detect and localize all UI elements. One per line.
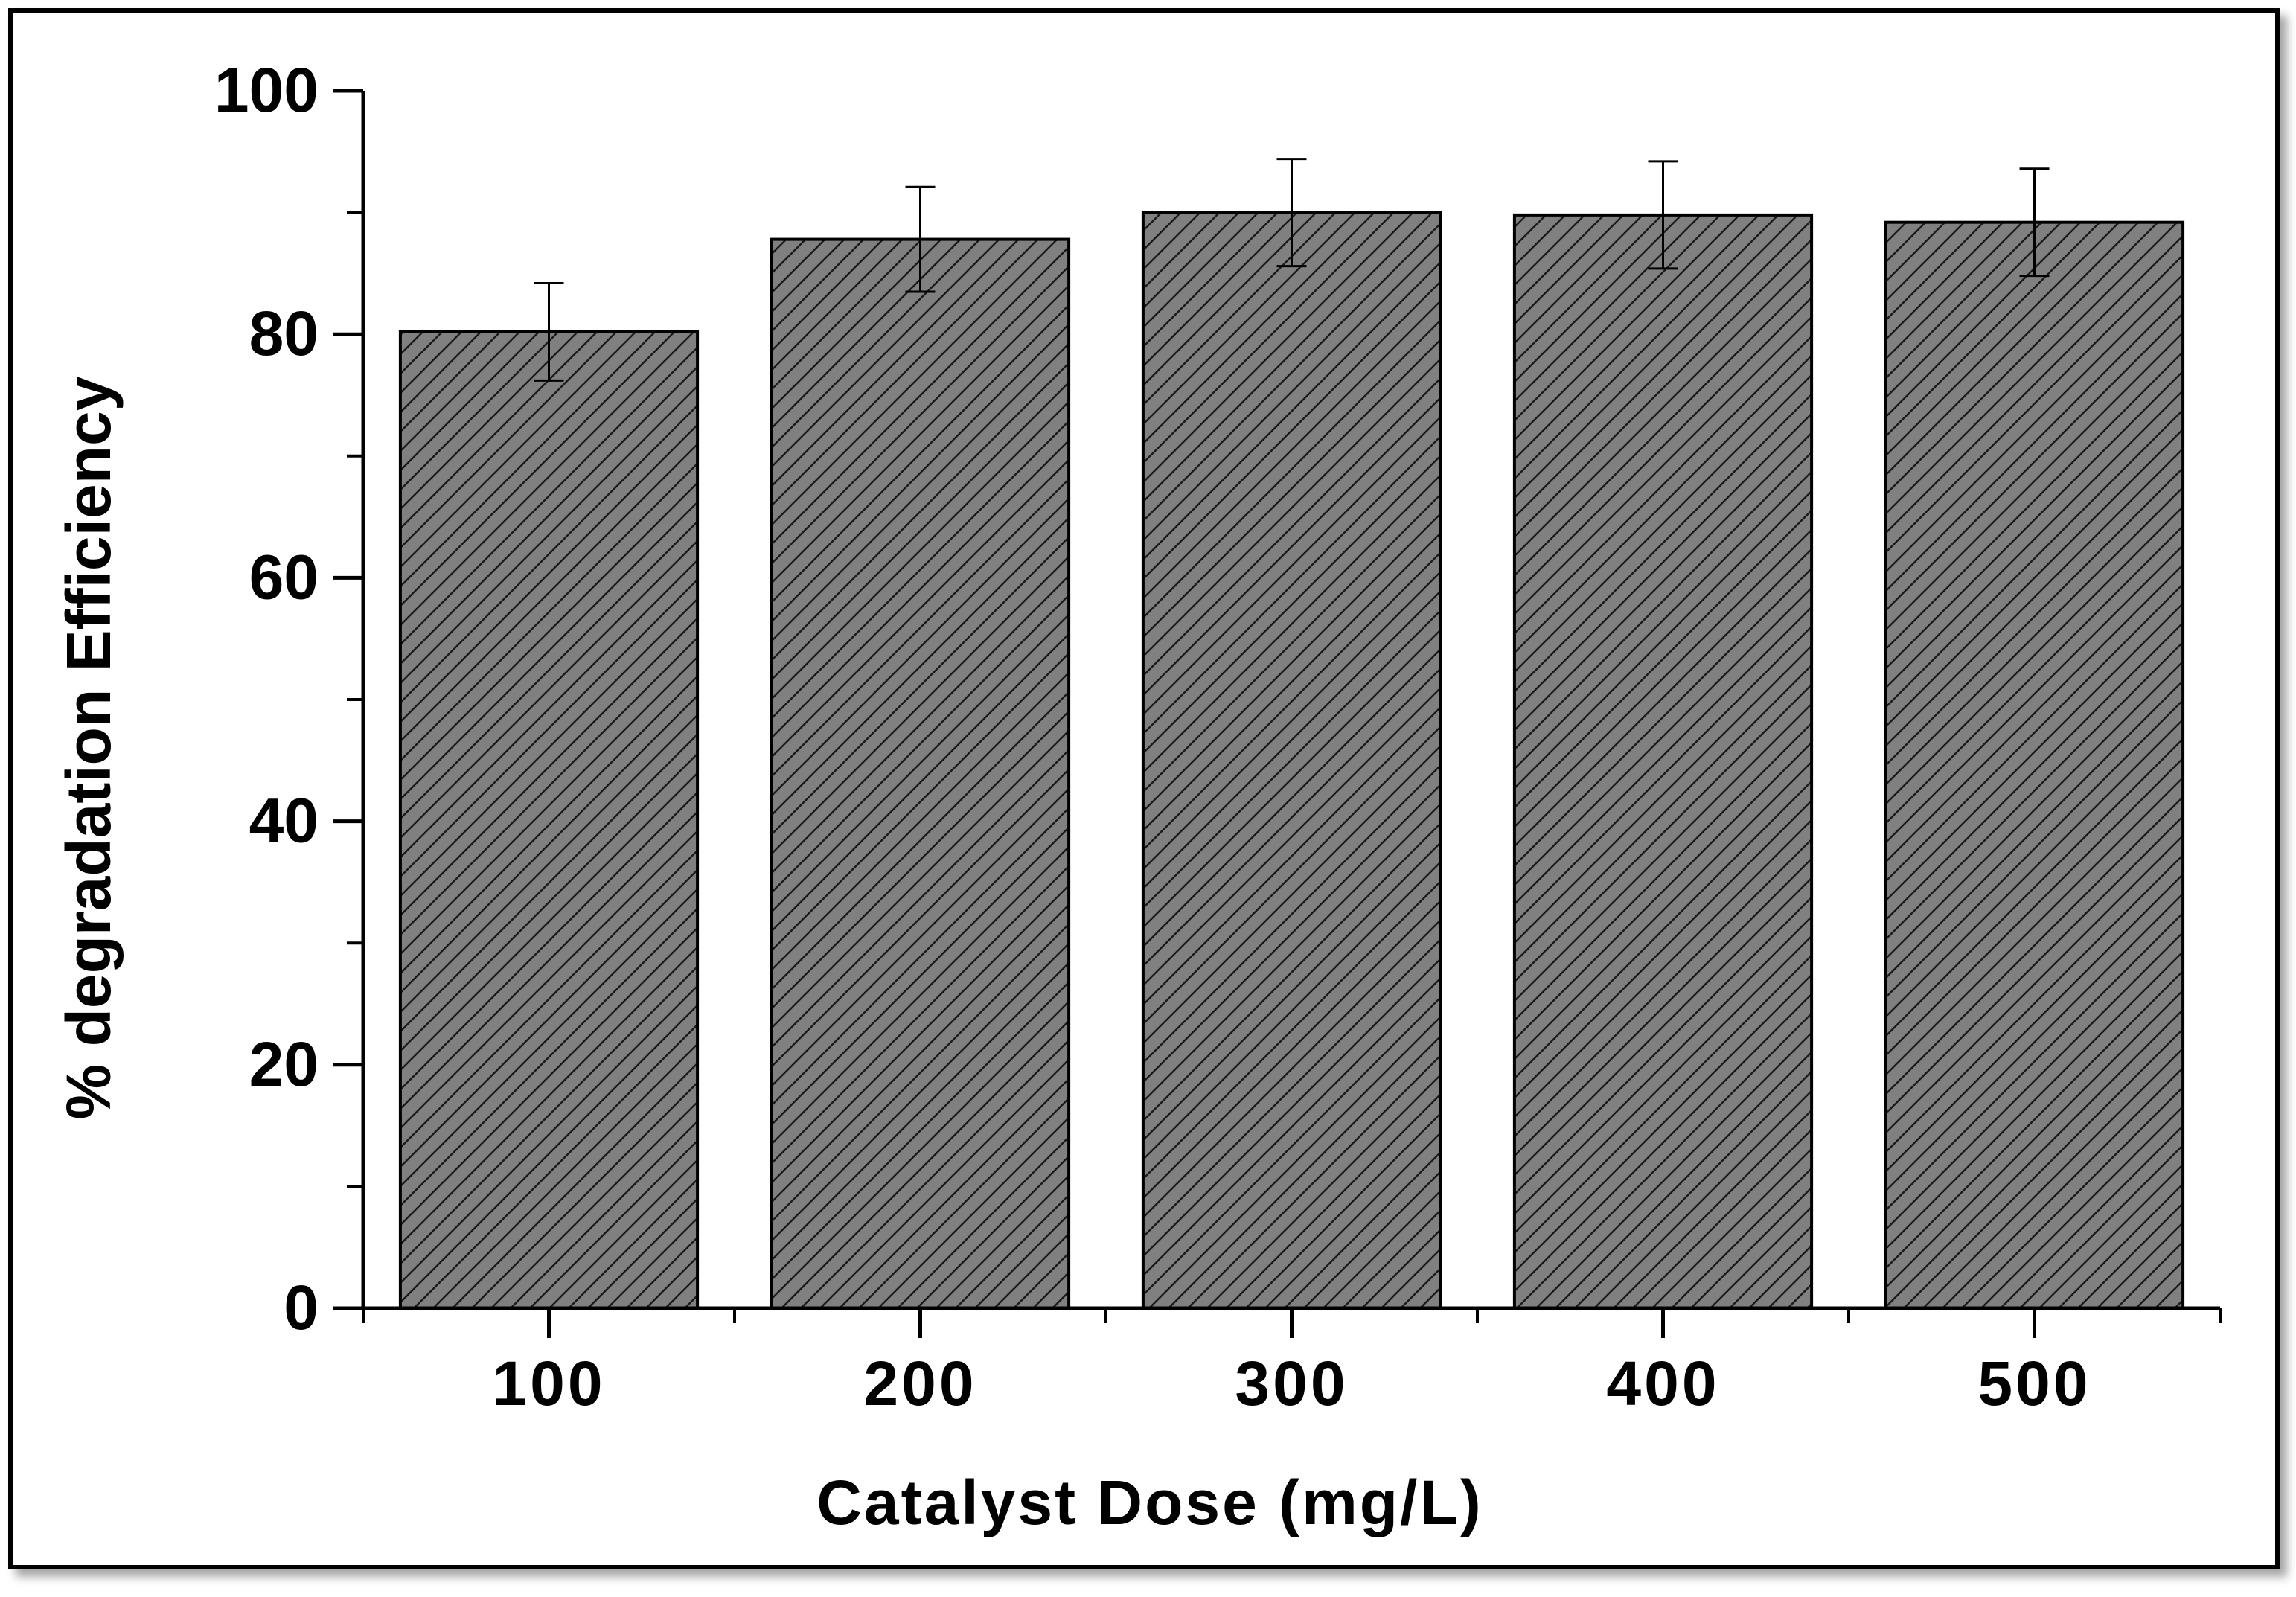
y-tick-label: 20 <box>249 1029 319 1099</box>
bar-100 <box>398 330 700 1310</box>
bar-300 <box>1141 211 1442 1310</box>
y-tick-label: 0 <box>284 1273 319 1342</box>
x-tick-label: 200 <box>863 1348 976 1418</box>
x-tick-label: 100 <box>492 1348 605 1418</box>
plot-area: 0 20 40 60 80 100 100 200 300 400 500 <box>214 55 2222 1418</box>
y-axis-title: % degradation Efficiency <box>54 376 124 1119</box>
x-tick-label: 500 <box>1977 1348 2091 1418</box>
y-tick-label: 80 <box>249 298 319 368</box>
x-axis-title: Catalyst Dose (mg/L) <box>816 1468 1483 1537</box>
bar-400 <box>1512 213 1814 1310</box>
x-tick-label: 300 <box>1235 1348 1348 1418</box>
y-tick-label: 60 <box>249 542 319 612</box>
y-tick-label: 100 <box>214 55 319 125</box>
y-tick-label: 40 <box>249 786 319 856</box>
x-tick-label: 400 <box>1606 1348 1719 1418</box>
bar-200 <box>770 237 1071 1310</box>
bar-500 <box>1884 220 2185 1310</box>
